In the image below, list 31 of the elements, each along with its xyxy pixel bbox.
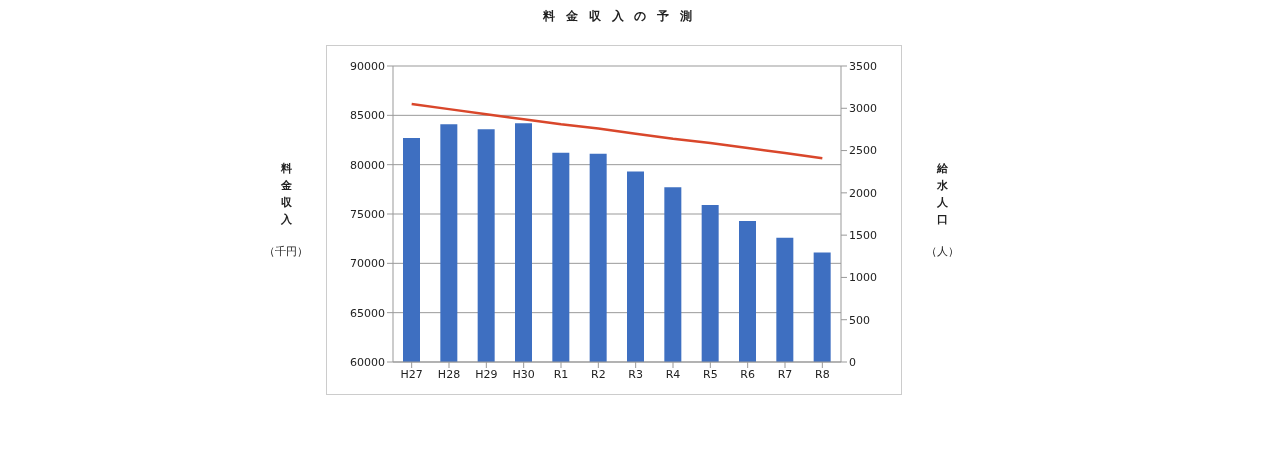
- y2-tick-label: 2000: [849, 186, 877, 200]
- x-tick-label: R2: [591, 367, 606, 381]
- y2-tick-label: 500: [849, 313, 870, 327]
- y-tick-label: 90000: [350, 59, 385, 73]
- x-tick-label: R6: [740, 367, 755, 381]
- y2-tick-label: 1500: [849, 229, 877, 243]
- text: 給水人口（人）: [925, 162, 959, 258]
- line-series: [410, 102, 824, 160]
- x-tick-label: H30: [512, 367, 535, 381]
- y2-tick-label: 0: [849, 355, 856, 369]
- y2-tick-label: 2500: [849, 144, 877, 158]
- x-tick-label: R4: [665, 367, 681, 381]
- x-tick-label: H28: [437, 367, 461, 381]
- y2-tick-label: 3000: [849, 102, 877, 116]
- y2-tick-label: 3500: [849, 59, 877, 73]
- y-tick-label: 85000: [350, 109, 385, 123]
- x-tick-label: R1: [553, 367, 569, 381]
- x-tick-label: R8: [815, 367, 830, 381]
- y-tick-label: 70000: [350, 257, 385, 271]
- y-tick-label: 65000: [350, 306, 385, 320]
- x-tick-label: R7: [777, 367, 793, 381]
- x-tick-label: R3: [628, 367, 643, 381]
- x-tick-label: H29: [475, 367, 498, 381]
- y-tick-label: 75000: [350, 207, 385, 221]
- x-tick-label: R5: [703, 367, 718, 381]
- chart-title: 料金収入の予測: [542, 8, 704, 25]
- y2-tick-label: 1000: [849, 271, 877, 285]
- x-tick-label: H27: [400, 367, 423, 381]
- y-tick-label: 60000: [350, 355, 385, 369]
- text: 料金収入（千円）: [264, 162, 308, 258]
- y-tick-label: 80000: [350, 158, 385, 172]
